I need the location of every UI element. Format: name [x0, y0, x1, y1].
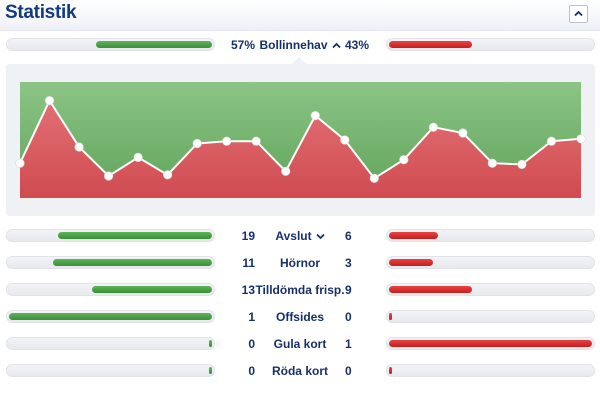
chevron-up-icon: [331, 43, 341, 49]
chevron-down-icon: [315, 234, 325, 240]
possession-home-track: [6, 38, 215, 51]
chart-point: [369, 173, 379, 183]
section-title: Statistik: [5, 2, 77, 23]
stat-home-bar: [57, 232, 212, 239]
chart-point: [222, 136, 232, 146]
chart-point: [310, 110, 320, 121]
stat-home-track: [6, 256, 215, 269]
possession-away-bar: [389, 41, 472, 48]
stat-label-text: Gula kort: [273, 337, 327, 351]
collapse-button[interactable]: [569, 5, 588, 23]
stat-label-text: Hörnor: [280, 256, 320, 270]
stat-home-bar: [9, 313, 212, 320]
stat-home-bar: [209, 340, 212, 347]
stat-away-track: [386, 256, 595, 269]
chart-point: [576, 134, 586, 144]
chart-point: [74, 142, 84, 152]
possession-chart-panel: [6, 64, 595, 216]
stat-away-value: 3: [345, 256, 352, 270]
stat-away-track: [386, 310, 595, 323]
stat-home-value: 1: [248, 310, 255, 324]
stat-home-value: 19: [241, 229, 255, 243]
possession-chart: [15, 82, 586, 198]
stat-label-text: Röda kort: [271, 364, 328, 378]
stat-away-value: 0: [345, 310, 352, 324]
stat-home-bar: [92, 286, 212, 293]
chart-point: [133, 152, 143, 162]
stat-away-value: 0: [345, 364, 352, 378]
stat-home-value: 0: [248, 364, 255, 378]
stat-label: Röda kort: [255, 363, 345, 379]
stat-label[interactable]: Avslut: [255, 228, 345, 244]
stat-away-track: [386, 364, 595, 377]
stat-away-value: 1: [345, 337, 352, 351]
away-area: [20, 100, 581, 198]
possession-row: 57% Bollinnehav 43%: [0, 36, 600, 52]
chart-point: [546, 136, 557, 146]
stat-home-track: [6, 364, 215, 377]
chart-point: [44, 95, 55, 106]
stat-home-value: 11: [242, 256, 255, 270]
stat-label: Hörnor: [255, 255, 345, 271]
stat-home-track: [6, 283, 215, 296]
stat-row: 19 Avslut 6: [0, 227, 600, 243]
possession-away-track: [386, 38, 595, 51]
chart-point: [487, 158, 498, 168]
stat-home-track: [6, 310, 215, 323]
stat-away-bar: [389, 259, 433, 266]
stat-away-bar: [389, 232, 438, 239]
chart-pointer: [291, 57, 307, 65]
chart-point: [399, 155, 409, 165]
stat-away-value: 6: [345, 229, 352, 243]
stat-row: 1 Offsides 0: [0, 308, 600, 324]
stat-row: 13 Tilldömda frisp. 9: [0, 281, 600, 297]
stat-row: 0 Gula kort 1: [0, 335, 600, 351]
possession-away-value: 43%: [345, 38, 370, 52]
stat-home-value: 0: [248, 337, 255, 351]
stat-label-text: Tilldömda frisp.: [255, 283, 345, 297]
chart-point: [103, 171, 114, 181]
stat-label: Tilldömda frisp.: [255, 282, 345, 298]
stat-home-value: 13: [241, 283, 255, 297]
chart-point: [163, 170, 173, 180]
stat-home-bar: [209, 367, 212, 374]
possession-toggle[interactable]: Bollinnehav: [255, 37, 345, 53]
stat-away-track: [386, 283, 595, 296]
possession-points: [15, 95, 586, 183]
stat-row: 11 Hörnor 3: [0, 254, 600, 270]
stat-row: 0 Röda kort 0: [0, 362, 600, 378]
chart-point: [517, 159, 527, 169]
possession-home-bar: [96, 41, 212, 48]
chart-point: [281, 166, 291, 176]
chart-point: [251, 136, 261, 146]
possession-home-value: 57%: [230, 38, 255, 52]
stat-label-text: Avslut: [275, 229, 312, 243]
possession-line: [19, 98, 582, 180]
chart-point: [192, 138, 202, 149]
stat-away-track: [386, 229, 595, 242]
stat-home-track: [6, 337, 215, 350]
chart-point: [428, 122, 439, 132]
stat-away-bar: [389, 313, 392, 320]
chart-point: [458, 128, 468, 138]
stat-away-value: 9: [345, 283, 352, 297]
stat-home-track: [6, 229, 215, 242]
stat-home-bar: [52, 259, 212, 266]
stats-header: Statistik: [0, 0, 600, 31]
chevron-up-icon: [574, 10, 583, 17]
stat-away-bar: [389, 286, 473, 293]
stat-label: Offsides: [255, 309, 345, 325]
stat-away-bar: [389, 367, 392, 374]
stat-away-bar: [389, 340, 592, 347]
stat-label-text: Offsides: [275, 310, 324, 324]
stat-label: Gula kort: [255, 336, 345, 352]
chart-point: [15, 158, 25, 168]
possession-label: Bollinnehav: [259, 38, 328, 52]
stat-away-track: [386, 337, 595, 350]
chart-point: [340, 135, 350, 145]
